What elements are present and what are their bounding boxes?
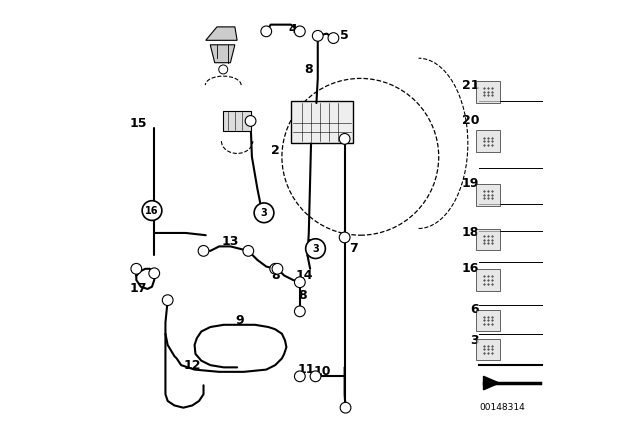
Circle shape: [149, 268, 159, 279]
Text: 19: 19: [461, 177, 479, 190]
Text: 3: 3: [470, 334, 479, 347]
Text: 00148314: 00148314: [479, 403, 525, 412]
Text: 15: 15: [130, 116, 147, 130]
FancyBboxPatch shape: [476, 310, 500, 331]
FancyBboxPatch shape: [476, 81, 500, 103]
Circle shape: [131, 263, 141, 274]
Circle shape: [219, 65, 228, 74]
Text: 6: 6: [470, 302, 479, 316]
Text: 20: 20: [461, 114, 479, 128]
Text: 17: 17: [130, 282, 147, 296]
Text: 3: 3: [260, 208, 268, 218]
Text: 18: 18: [461, 226, 479, 240]
FancyBboxPatch shape: [476, 339, 500, 360]
Circle shape: [261, 26, 271, 37]
Circle shape: [163, 295, 173, 306]
FancyBboxPatch shape: [476, 229, 500, 250]
Circle shape: [294, 277, 305, 288]
Text: 16: 16: [461, 262, 479, 276]
FancyBboxPatch shape: [476, 184, 500, 206]
Circle shape: [339, 134, 350, 144]
Circle shape: [142, 201, 162, 220]
Circle shape: [282, 78, 439, 235]
Text: 4: 4: [289, 22, 298, 36]
Circle shape: [294, 306, 305, 317]
Text: 8: 8: [271, 269, 280, 282]
Text: 10: 10: [314, 365, 331, 379]
Text: 1: 1: [307, 237, 316, 251]
Circle shape: [294, 26, 305, 37]
Circle shape: [272, 263, 283, 274]
Circle shape: [310, 371, 321, 382]
Text: 13: 13: [221, 235, 239, 249]
Text: 2: 2: [271, 143, 280, 157]
Text: 16: 16: [145, 206, 159, 215]
Text: 7: 7: [349, 242, 358, 255]
Circle shape: [254, 203, 274, 223]
Polygon shape: [206, 27, 237, 40]
Circle shape: [243, 246, 253, 256]
Circle shape: [294, 371, 305, 382]
Circle shape: [328, 33, 339, 43]
Circle shape: [245, 116, 256, 126]
Text: 8: 8: [298, 289, 307, 302]
FancyBboxPatch shape: [476, 269, 500, 291]
Text: 3: 3: [312, 244, 319, 254]
Text: 11: 11: [298, 363, 316, 376]
Text: 14: 14: [296, 269, 313, 282]
Text: 5: 5: [340, 29, 349, 43]
FancyBboxPatch shape: [223, 111, 252, 131]
Polygon shape: [210, 45, 235, 63]
Circle shape: [312, 30, 323, 41]
Text: 9: 9: [235, 314, 244, 327]
FancyBboxPatch shape: [291, 101, 353, 143]
Text: 21: 21: [461, 78, 479, 92]
Polygon shape: [484, 376, 499, 390]
Text: 12: 12: [184, 358, 201, 372]
Circle shape: [339, 232, 350, 243]
Circle shape: [270, 263, 280, 274]
Text: 8: 8: [305, 63, 313, 76]
Circle shape: [198, 246, 209, 256]
Circle shape: [340, 402, 351, 413]
Circle shape: [306, 239, 325, 258]
FancyBboxPatch shape: [476, 130, 500, 152]
